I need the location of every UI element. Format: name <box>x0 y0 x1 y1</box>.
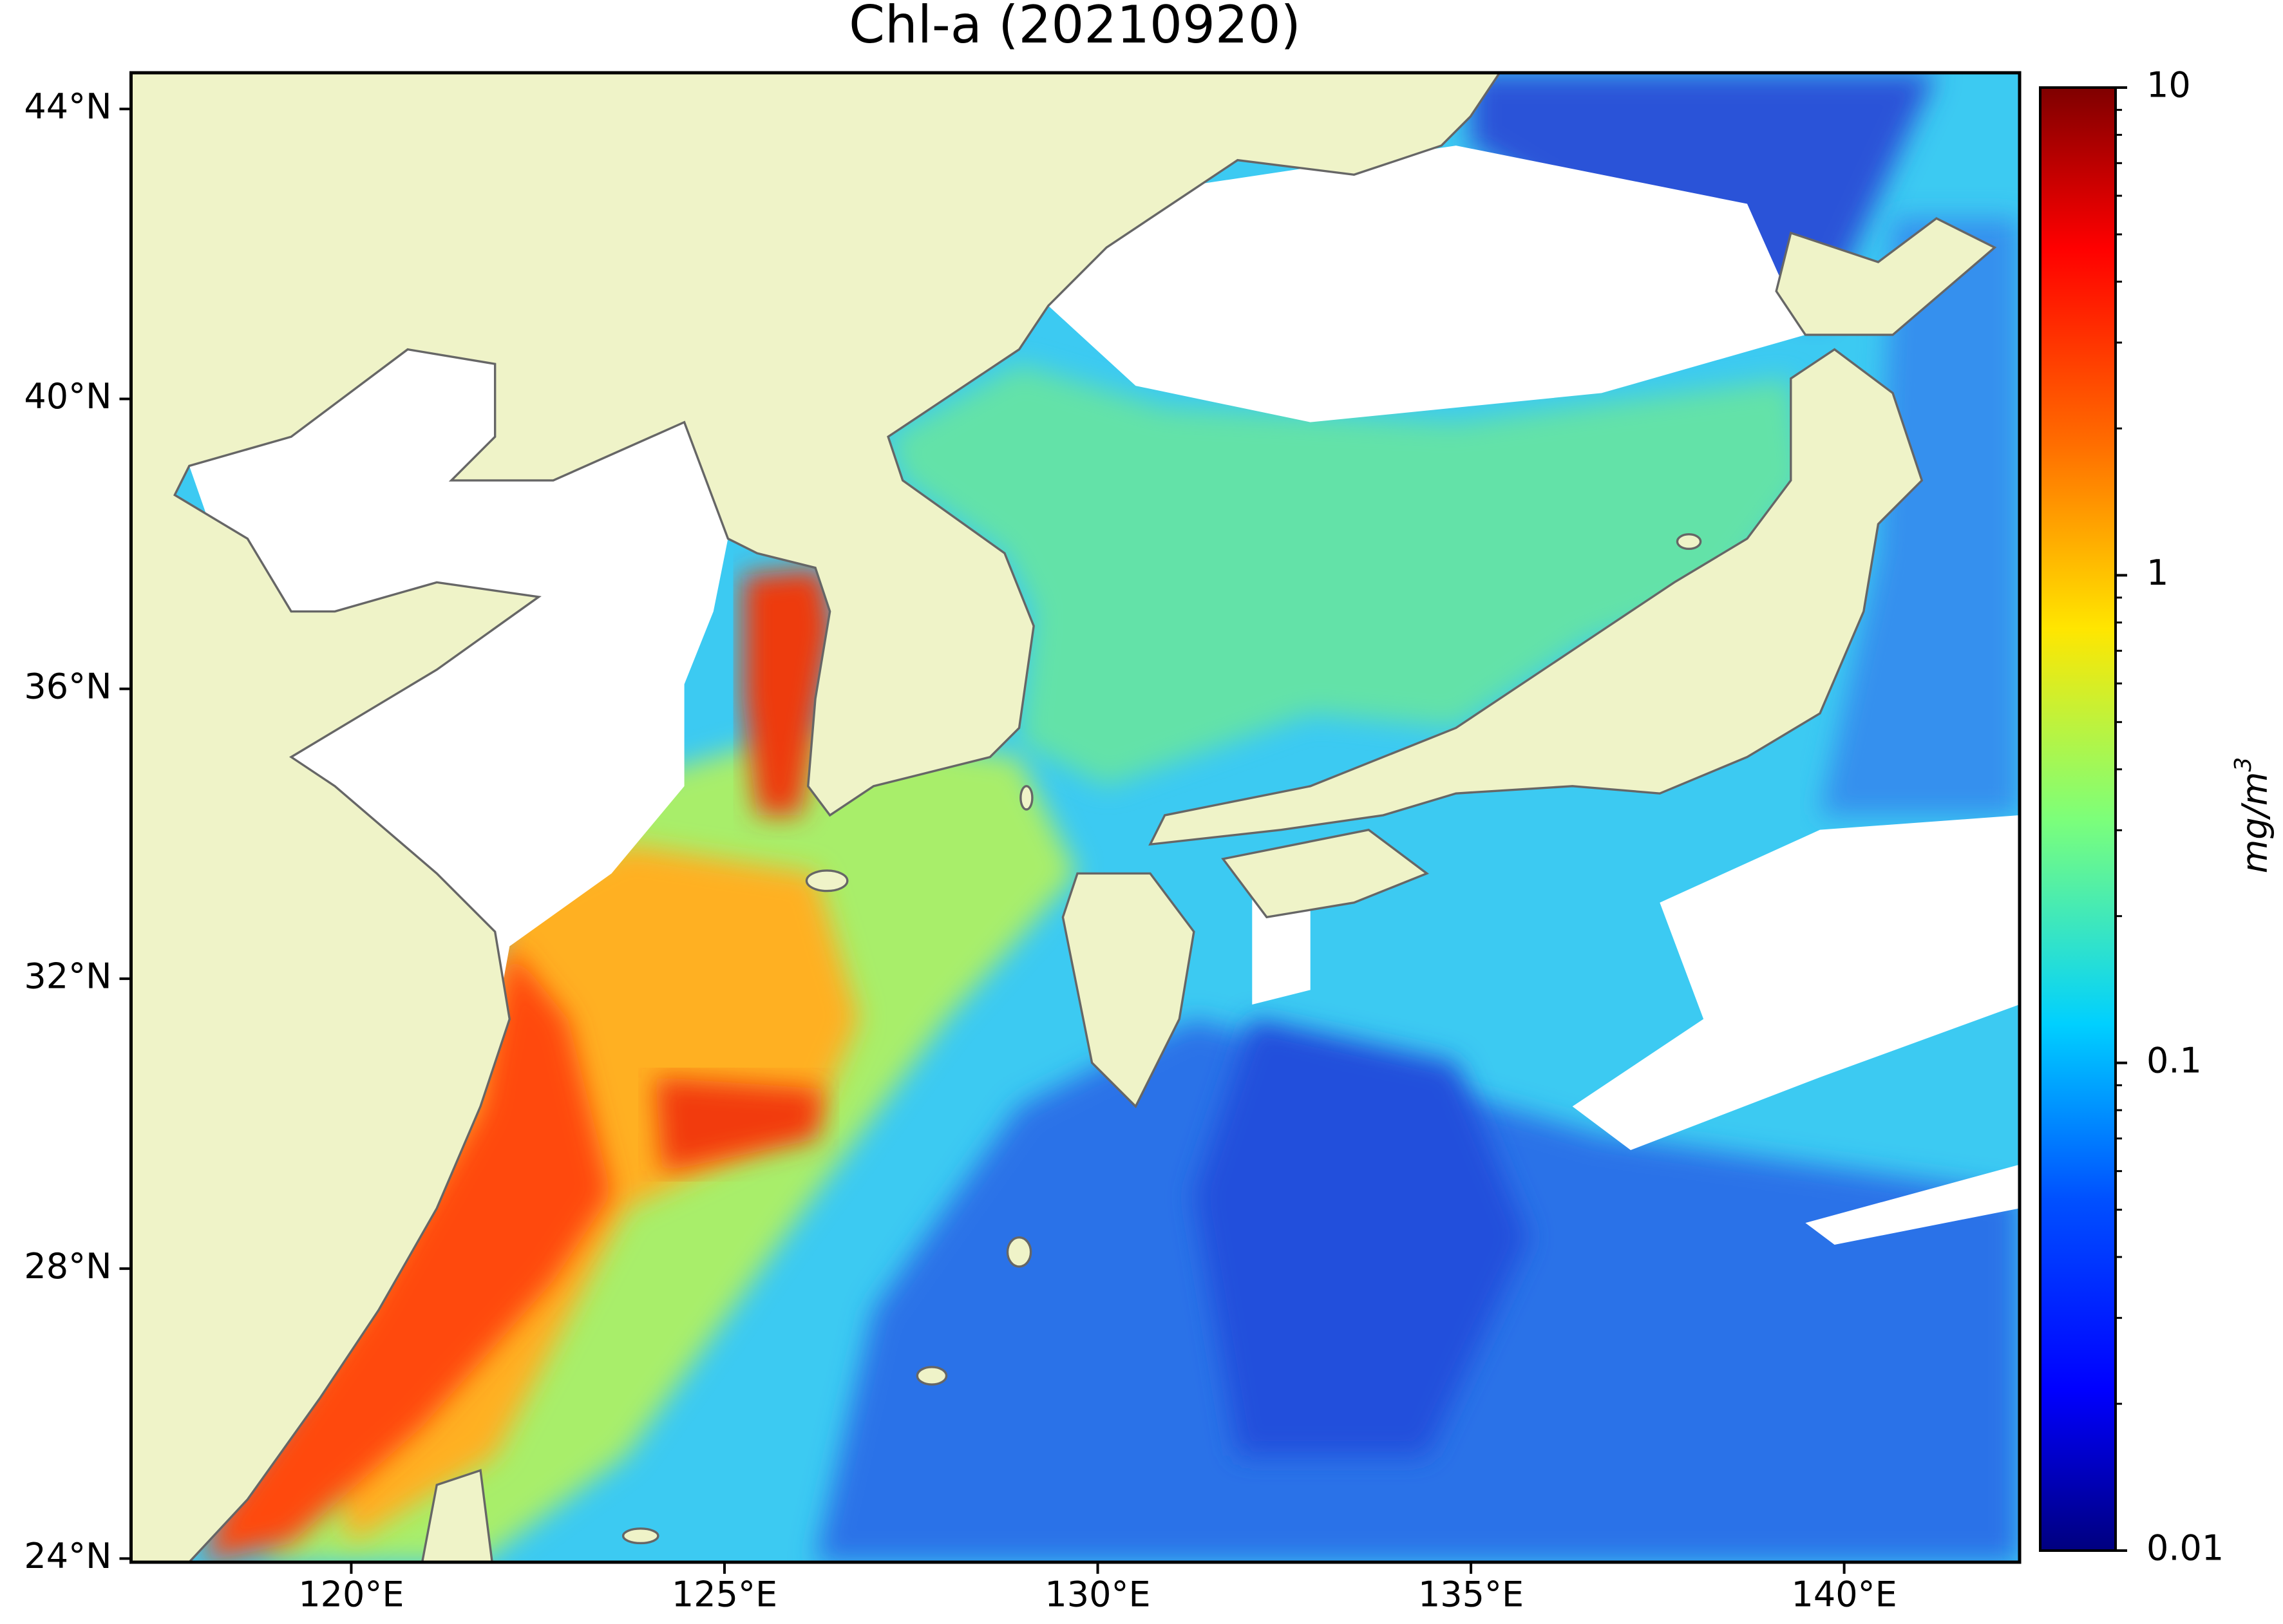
map-title: Chl-a (20210920) <box>849 0 1301 55</box>
x-tick-label: 140°E <box>1792 1574 1897 1615</box>
y-tick-label: 32°N <box>24 956 111 997</box>
island <box>621 1527 659 1545</box>
map-area <box>131 73 2020 1562</box>
colorbar-label: mg/m3 <box>2230 757 2275 874</box>
ocean-blue-east <box>1819 218 2020 816</box>
land-mainland <box>131 73 1501 1562</box>
island <box>1019 785 1034 811</box>
y-tick-label: 28°N <box>24 1246 111 1287</box>
y-tick-label: 36°N <box>24 666 111 706</box>
sea-of-japan <box>888 364 1806 786</box>
x-tick-label: 130°E <box>1045 1574 1150 1615</box>
x-tick-label: 120°E <box>298 1574 404 1615</box>
coastal-red-blob <box>655 1077 823 1172</box>
cloud-north <box>1048 146 1806 422</box>
x-tick-label: 125°E <box>672 1574 777 1615</box>
island <box>805 869 849 892</box>
y-tick-label: 44°N <box>24 86 111 127</box>
cloud-southeast <box>1572 815 2020 1151</box>
land-hokkaido <box>1775 217 1997 336</box>
island <box>1006 1236 1032 1268</box>
y-tick-label: 40°N <box>24 376 111 417</box>
land-honshu <box>1148 348 1924 846</box>
map-layers <box>131 73 2020 1562</box>
colorbar-tick-label: 1 <box>2146 552 2168 593</box>
x-tick-label: 135°E <box>1418 1574 1524 1615</box>
land-shikoku <box>1221 828 1430 919</box>
colorbar-tick-label: 0.01 <box>2146 1528 2224 1569</box>
land-kyushu <box>1061 872 1195 1109</box>
colorbar-tick-label: 0.1 <box>2146 1040 2202 1081</box>
colorbar <box>2039 86 2117 1552</box>
island <box>916 1366 948 1386</box>
ocean-deep <box>1193 1019 1529 1456</box>
island <box>1676 533 1702 551</box>
no-data-yellow-sea <box>189 349 728 1107</box>
map-frame <box>129 71 2022 1564</box>
cloud-east <box>1805 1164 2020 1245</box>
y-tick-label: 24°N <box>24 1536 111 1576</box>
colorbar-unit-exponent: 3 <box>2230 757 2257 772</box>
colorbar-tick-label: 10 <box>2146 65 2191 106</box>
colorbar-unit: mg/m <box>2235 772 2275 874</box>
